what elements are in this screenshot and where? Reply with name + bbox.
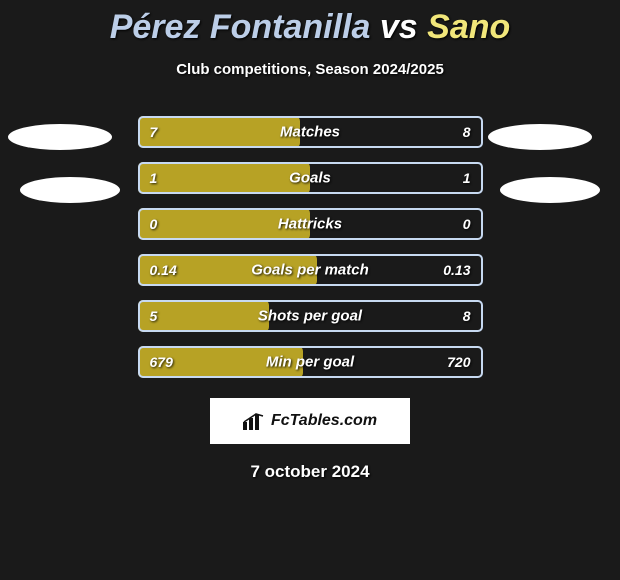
stat-label: Shots per goal xyxy=(138,308,483,325)
stat-rows: 78Matches 11Goals 00Hattricks 0.140.13Goals… xyxy=(138,116,483,378)
comparison-card: Pérez Fontanilla vs Sano Club competitio… xyxy=(0,0,620,580)
subtitle: Club competitions, Season 2024/2025 xyxy=(0,61,620,78)
stat-label: Goals per match xyxy=(138,262,483,279)
stat-label: Min per goal xyxy=(138,354,483,371)
footer-date: 7 october 2024 xyxy=(0,462,620,482)
content-area: 78Matches 11Goals 00Hattricks 0.140.13Goals… xyxy=(0,116,620,376)
page-title: Pérez Fontanilla vs Sano xyxy=(0,0,620,47)
vs-label: vs xyxy=(370,8,427,46)
branding-badge: FcTables.com xyxy=(210,398,410,444)
decor-ellipse-left-top xyxy=(8,124,112,150)
player2-name: Sano xyxy=(427,8,510,46)
stat-row: 78Matches xyxy=(138,116,483,148)
decor-ellipse-right-top xyxy=(488,124,592,150)
decor-ellipse-left-mid xyxy=(20,177,120,203)
stat-row: 679720Min per goal xyxy=(138,346,483,378)
stat-row: 0.140.13Goals per match xyxy=(138,254,483,286)
stat-row: 11Goals xyxy=(138,162,483,194)
stat-row: 00Hattricks xyxy=(138,208,483,240)
stat-label: Hattricks xyxy=(138,216,483,233)
stat-label: Goals xyxy=(138,170,483,187)
branding-icon xyxy=(243,412,265,430)
stat-row: 58Shots per goal xyxy=(138,300,483,332)
decor-ellipse-right-mid xyxy=(500,177,600,203)
branding-text: FcTables.com xyxy=(271,412,377,430)
player1-name: Pérez Fontanilla xyxy=(110,8,371,46)
stat-label: Matches xyxy=(138,124,483,141)
